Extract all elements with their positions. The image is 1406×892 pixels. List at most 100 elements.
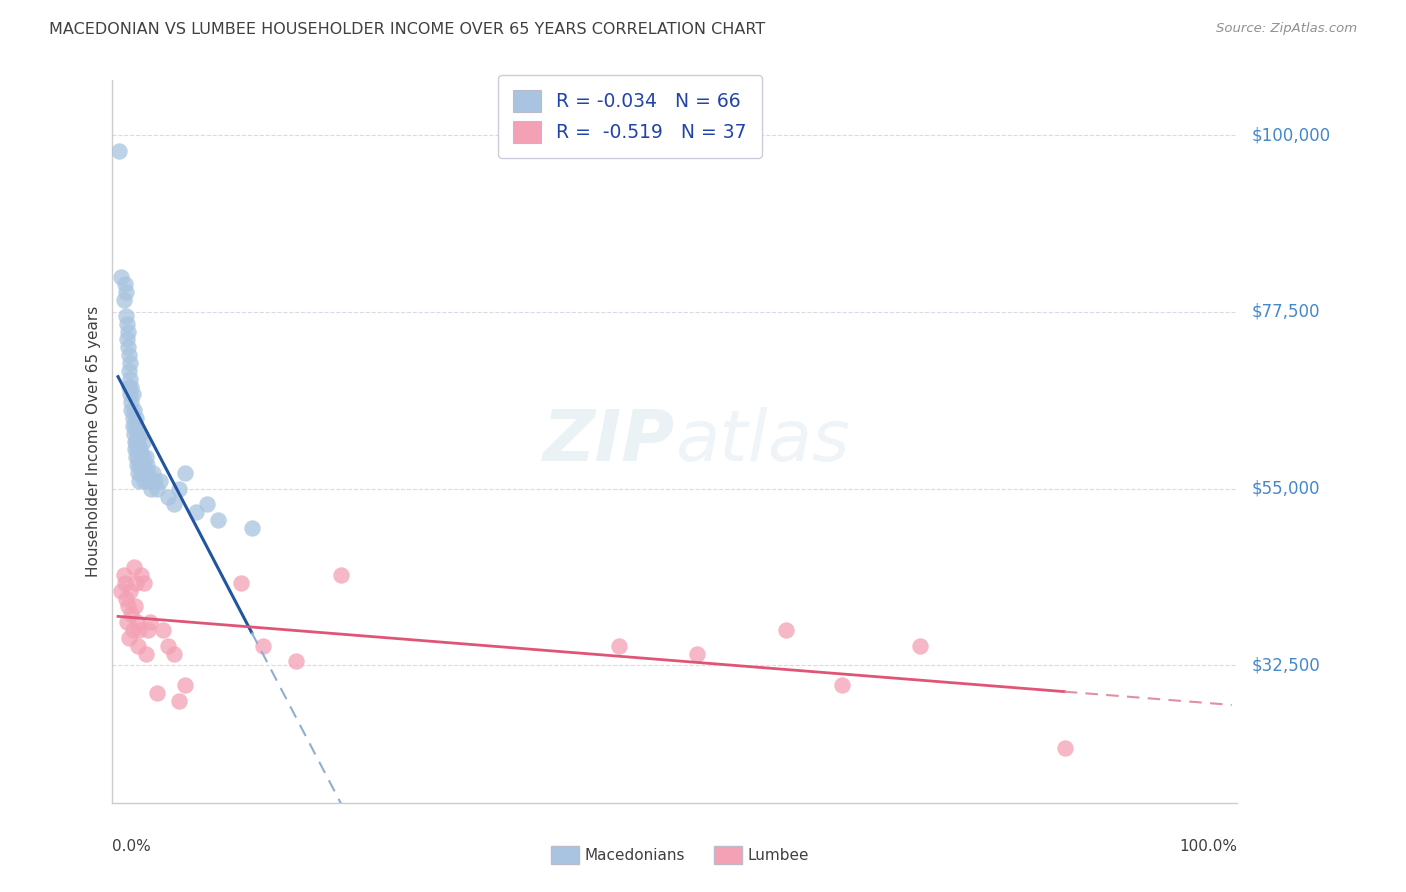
Point (120, 387, 142, 401)
Point (142, 466, 165, 480)
Point (125, 442, 148, 457)
Point (229, 575, 252, 590)
Point (131, 450, 153, 465)
Point (122, 403, 145, 417)
Text: $100,000: $100,000 (1251, 127, 1330, 145)
Point (131, 568, 153, 582)
Point (121, 623, 143, 637)
Point (127, 466, 149, 480)
Point (118, 379, 141, 393)
Point (117, 325, 139, 339)
Point (141, 482, 163, 496)
Point (686, 647, 709, 661)
Point (115, 285, 138, 300)
Point (169, 694, 191, 708)
Text: $77,500: $77,500 (1251, 303, 1320, 321)
Point (285, 655, 308, 669)
Text: MACEDONIAN VS LUMBEE HOUSEHOLDER INCOME OVER 65 YEARS CORRELATION CHART: MACEDONIAN VS LUMBEE HOUSEHOLDER INCOME … (49, 22, 765, 37)
Point (1053, 740, 1076, 755)
Point (173, 678, 195, 692)
Y-axis label: Householder Income Over 65 years: Householder Income Over 65 years (86, 306, 101, 577)
Point (146, 686, 169, 700)
Point (329, 568, 352, 582)
Point (129, 426, 152, 441)
Point (136, 623, 159, 637)
Text: Source: ZipAtlas.com: Source: ZipAtlas.com (1216, 22, 1357, 36)
Point (136, 466, 159, 480)
Point (108, 144, 131, 158)
FancyBboxPatch shape (714, 847, 742, 864)
Point (125, 615, 148, 630)
Point (125, 458, 148, 472)
FancyBboxPatch shape (551, 847, 579, 864)
Text: 100.0%: 100.0% (1180, 838, 1237, 854)
Point (157, 490, 180, 504)
Text: Macedonians: Macedonians (585, 848, 685, 863)
Point (131, 466, 153, 480)
Point (120, 583, 142, 598)
Point (129, 458, 152, 472)
Point (135, 450, 157, 465)
Point (120, 403, 142, 417)
Point (240, 521, 263, 535)
Point (775, 623, 797, 637)
Point (118, 348, 141, 362)
Point (125, 411, 148, 425)
Point (110, 269, 132, 284)
Point (195, 497, 218, 511)
Point (115, 309, 138, 323)
Point (173, 466, 195, 480)
Point (127, 434, 149, 449)
Point (114, 575, 136, 590)
Point (120, 356, 142, 370)
Point (128, 623, 150, 637)
Point (120, 379, 142, 393)
Point (163, 497, 186, 511)
Point (128, 458, 150, 472)
Point (110, 583, 132, 598)
Text: 0.0%: 0.0% (112, 838, 152, 854)
Point (112, 293, 135, 308)
Point (132, 458, 155, 472)
Point (131, 450, 153, 465)
Text: atlas: atlas (675, 407, 849, 476)
Point (132, 575, 155, 590)
Point (207, 513, 229, 527)
Legend: R = -0.034   N = 66, R =  -0.519   N = 37: R = -0.034 N = 66, R = -0.519 N = 37 (498, 75, 762, 158)
Point (112, 568, 135, 582)
Point (125, 434, 148, 449)
Point (607, 639, 630, 653)
Point (118, 631, 141, 645)
Point (121, 418, 143, 433)
Point (124, 434, 146, 449)
Point (120, 395, 142, 409)
Point (122, 426, 145, 441)
Point (125, 426, 148, 441)
Point (127, 450, 149, 465)
Point (163, 647, 186, 661)
Point (114, 277, 136, 292)
Point (128, 442, 150, 457)
Point (143, 474, 166, 488)
Point (121, 387, 143, 401)
Point (184, 505, 207, 519)
Point (128, 474, 150, 488)
Point (125, 450, 148, 465)
Point (117, 340, 139, 354)
Text: $55,000: $55,000 (1251, 480, 1320, 498)
Point (115, 317, 138, 331)
Point (124, 599, 146, 614)
Point (122, 560, 145, 574)
Text: Lumbee: Lumbee (748, 848, 810, 863)
Point (139, 615, 162, 630)
Point (169, 482, 191, 496)
Text: ZIP: ZIP (543, 407, 675, 476)
Point (127, 639, 149, 653)
Point (124, 418, 146, 433)
Point (118, 364, 141, 378)
Point (138, 474, 160, 488)
Point (115, 591, 138, 606)
Point (146, 482, 169, 496)
Point (120, 607, 142, 622)
Point (134, 466, 156, 480)
